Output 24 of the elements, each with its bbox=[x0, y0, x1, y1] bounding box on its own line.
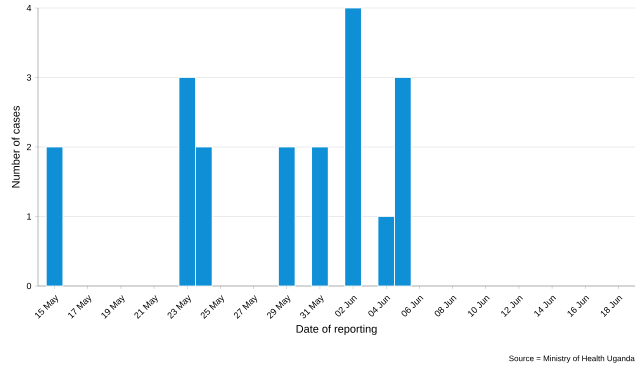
y-tick-label: 0 bbox=[26, 282, 32, 290]
x-tick-label: 17 May bbox=[68, 295, 92, 319]
bar bbox=[344, 8, 362, 286]
x-tick-label: 16 Jun bbox=[568, 296, 590, 317]
x-axis-title: Date of reporting bbox=[296, 324, 377, 335]
y-tick-label: 4 bbox=[26, 4, 32, 12]
bar bbox=[311, 146, 329, 286]
x-tick-label: 02 Jun bbox=[335, 296, 358, 316]
x-tick-label: 21 May bbox=[134, 295, 158, 319]
x-tick-label: 27 May bbox=[234, 295, 258, 319]
bar bbox=[46, 146, 64, 286]
y-tick-label: 3 bbox=[26, 74, 32, 81]
x-tick-label: 08 Jun bbox=[434, 296, 457, 316]
x-tick-label: 06 Jun bbox=[402, 296, 424, 316]
x-tick-label: 10 Jun bbox=[468, 296, 490, 317]
bar bbox=[278, 146, 296, 286]
x-tick-label: 14 Jun bbox=[534, 296, 556, 317]
y-tick-label: 2 bbox=[26, 144, 32, 150]
y-tick-label: 1 bbox=[27, 213, 32, 220]
x-tick-label: 04 Jun bbox=[368, 296, 390, 316]
y-axis-title: Number of cases bbox=[12, 106, 20, 188]
x-tick-label: 18 Jun bbox=[600, 296, 622, 317]
x-tick-label: 12 Jun bbox=[501, 296, 523, 317]
x-tick-label: 31 May bbox=[300, 295, 324, 318]
